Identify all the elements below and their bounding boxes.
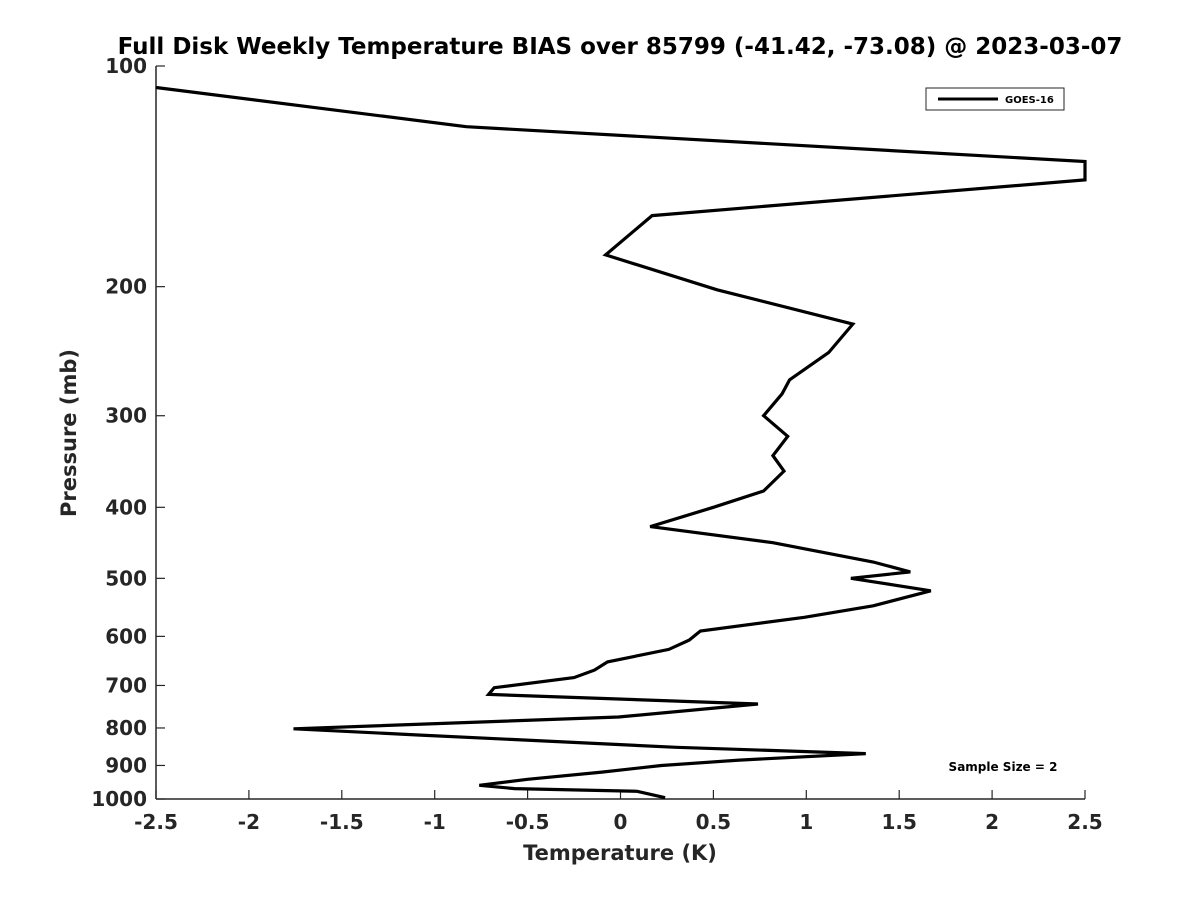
x-tick-label: 2.5 [1067,810,1102,834]
sample-size-annotation: Sample Size = 2 [949,760,1058,774]
x-tick-label: 2 [985,810,999,834]
x-tick-label: 1.5 [881,810,916,834]
y-tick-label: 400 [105,495,147,519]
y-tick-label: 600 [105,624,147,648]
x-tick-label: 1 [799,810,813,834]
x-ticks: -2.5 -2 -1.5 -1 -0.5 0 0.5 1 1.5 2 2.5 [134,790,1103,834]
x-tick-label: -2 [238,810,260,834]
x-tick-label: -1 [424,810,446,834]
y-tick-label: 800 [105,716,147,740]
series-line-goes-16 [155,85,1087,800]
legend-series-label: GOES-16 [1005,95,1054,106]
x-tick-label: -1.5 [320,810,364,834]
y-tick-label: 300 [105,404,147,428]
series-group [155,85,1087,800]
x-tick-label: 0 [614,810,628,834]
y-tick-label: 900 [105,753,147,777]
y-tick-label: 100 [105,54,147,78]
x-tick-label: -0.5 [506,810,550,834]
legend: GOES-16 [925,87,1065,111]
chart-title: Full Disk Weekly Temperature BIAS over 8… [118,34,1123,60]
plot-area: -2.5 -2 -1.5 -1 -0.5 0 0.5 1 1.5 2 2.5 100 200 300 40… [91,54,1102,834]
x-axis-label: Temperature (K) [523,841,717,865]
y-tick-label: 500 [105,566,147,590]
x-tick-label: -2.5 [134,810,178,834]
x-tick-label: 0.5 [696,810,731,834]
y-ticks: 100 200 300 400 500 600 700 800 900 1000 [91,54,165,811]
y-tick-label: 1000 [91,787,147,811]
y-tick-label: 200 [105,275,147,299]
y-tick-label: 700 [105,673,147,697]
y-axis-label: Pressure (mb) [57,349,81,517]
